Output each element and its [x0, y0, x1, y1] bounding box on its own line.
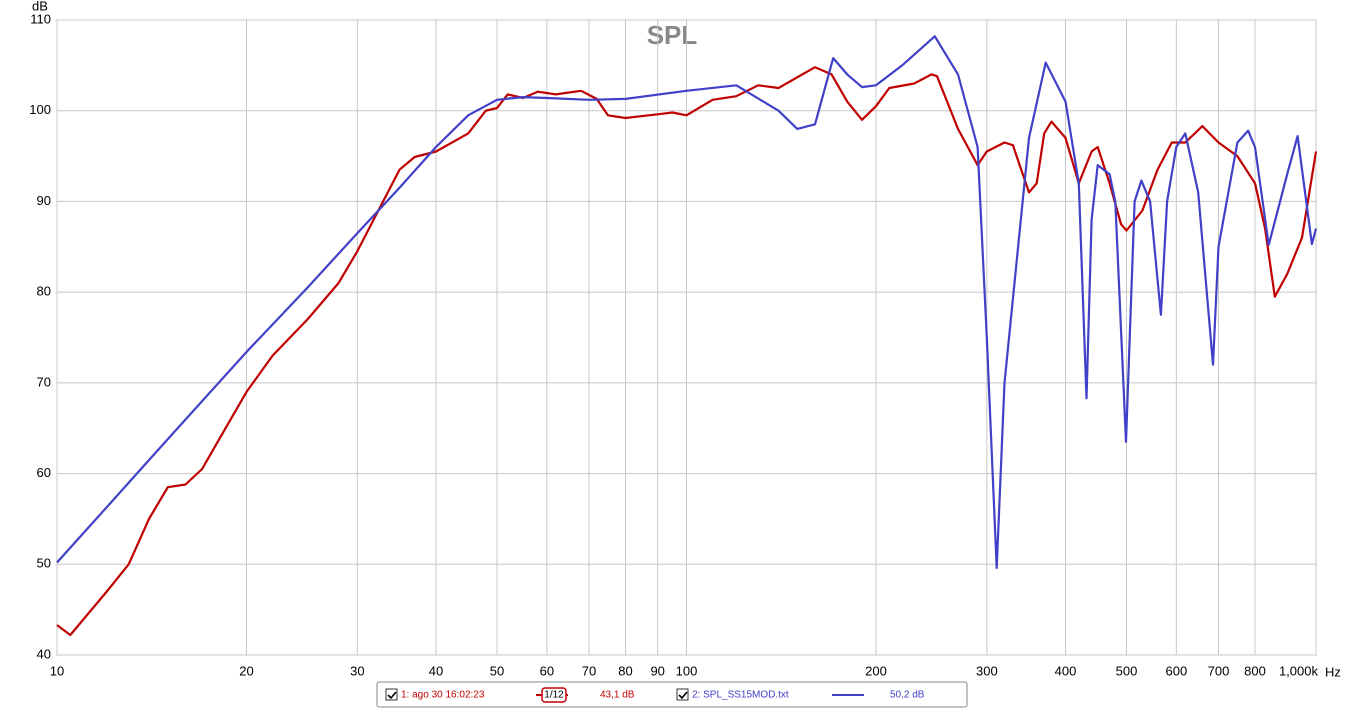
y-tick-label: 100 [29, 102, 51, 117]
x-tick-label: 700 [1208, 663, 1230, 678]
x-tick-label: 80 [618, 663, 632, 678]
x-tick-label: 500 [1116, 663, 1138, 678]
y-tick-label: 110 [30, 11, 51, 26]
x-tick-label: 10 [50, 663, 64, 678]
legend-level: 43,1 dB [600, 690, 635, 701]
checkbox[interactable] [676, 688, 689, 701]
y-tick-label: 70 [37, 374, 51, 389]
x-tick-label: 60 [540, 663, 554, 678]
series-line [56, 35, 1318, 569]
y-tick-label: 90 [37, 193, 51, 208]
x-tick-label: 40 [429, 663, 443, 678]
checkmark [678, 691, 688, 700]
checkbox[interactable] [385, 688, 398, 701]
x-tick-label: 1,000k [1279, 663, 1319, 678]
x-tick-label: 70 [582, 663, 596, 678]
y-axis-label: dB [32, 0, 48, 13]
x-tick-label: 100 [676, 663, 698, 678]
x-tick-label: 400 [1055, 663, 1077, 678]
y-tick-label: 80 [37, 284, 51, 299]
y-tick-label: 50 [37, 556, 51, 571]
series-line [56, 66, 1318, 637]
checkmark [387, 691, 397, 700]
x-tick-label: 200 [865, 663, 887, 678]
y-tick-label: 40 [37, 646, 51, 661]
x-tick-label: 300 [976, 663, 998, 678]
smoothing-box[interactable] [541, 687, 567, 703]
x-tick-label: 50 [490, 663, 504, 678]
legend-label: 2: SPL_SS15MOD.txt [692, 690, 789, 701]
legend-label: 1: ago 30 16:02:23 [401, 690, 485, 701]
legend-level: 50,2 dB [890, 690, 925, 701]
y-tick-label: 60 [37, 465, 51, 480]
x-axis-label: Hz [1325, 664, 1341, 679]
x-tick-label: 90 [650, 663, 664, 678]
x-tick-label: 600 [1165, 663, 1187, 678]
legend [376, 681, 968, 708]
x-tick-label: 800 [1244, 663, 1266, 678]
chart-title: SPL [647, 20, 698, 50]
x-tick-label: 20 [239, 663, 253, 678]
smoothing-label: 1/12 [544, 690, 564, 701]
x-tick-label: 30 [350, 663, 364, 678]
